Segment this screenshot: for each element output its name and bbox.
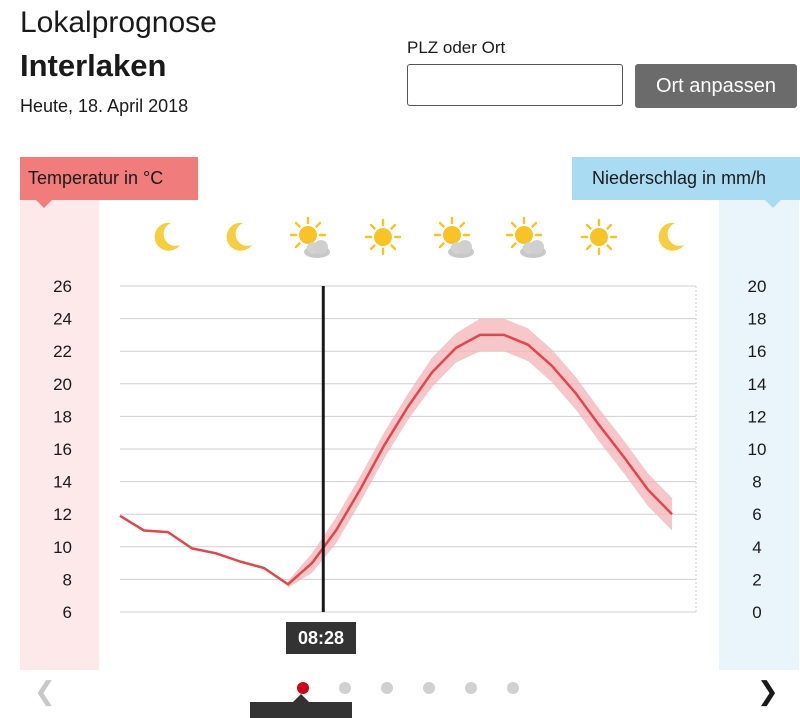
- location-name: Interlaken: [20, 48, 167, 83]
- temperature-axis-label: Temperatur in °C: [20, 157, 198, 200]
- time-tick-label: 06:00: [243, 628, 286, 630]
- temperature-tick-label: 12: [53, 505, 72, 524]
- temperature-tick-label: 14: [53, 473, 72, 492]
- precipitation-tick-label: 18: [748, 310, 767, 329]
- forecast-date: Heute, 18. April 2018: [20, 96, 189, 116]
- precipitation-tick-label: 12: [748, 407, 767, 426]
- pagination-dot[interactable]: [381, 682, 393, 694]
- moon-icon: [658, 222, 684, 251]
- time-tick-label: 12:00: [387, 628, 430, 630]
- current-time-marker[interactable]: 08:28: [286, 622, 356, 654]
- temperature-line: [119, 333, 673, 586]
- temperature-tick-label: 24: [53, 310, 72, 329]
- moon-icon: [226, 222, 252, 251]
- temperature-tick-label: 18: [53, 407, 72, 426]
- precipitation-tick-label: 4: [752, 538, 761, 557]
- temperature-tag-pointer: [36, 200, 52, 208]
- precipitation-tick-label: 6: [752, 505, 761, 524]
- sun-icon: [364, 218, 402, 256]
- time-tick-label: 00:00: [99, 628, 142, 630]
- sun-icon: [580, 218, 618, 256]
- sun-cloud-icon: [433, 216, 474, 258]
- location-search-input[interactable]: [407, 64, 623, 106]
- previous-arrow-icon[interactable]: ❮: [34, 676, 56, 706]
- precipitation-axis-label: Niederschlag in mm/h: [572, 157, 800, 200]
- moon-icon: [154, 222, 180, 251]
- sun-cloud-icon: [505, 216, 546, 258]
- precipitation-tick-label: 0: [752, 603, 761, 622]
- sun-cloud-icon: [289, 216, 330, 258]
- pagination-dot[interactable]: [297, 682, 309, 694]
- next-arrow-icon[interactable]: ❯: [757, 676, 779, 706]
- precipitation-tick-label: 2: [752, 570, 761, 589]
- precipitation-tick-label: 16: [748, 342, 767, 361]
- pagination-dot[interactable]: [465, 682, 477, 694]
- precipitation-axis-panel: [719, 200, 799, 670]
- temperature-axis-panel: [20, 200, 99, 670]
- time-tick-label: 18:00: [531, 628, 574, 630]
- precipitation-tick-label: 8: [752, 473, 761, 492]
- temperature-tick-label: 16: [53, 440, 72, 459]
- page-title: Lokalprognose: [20, 6, 217, 39]
- pagination-dot[interactable]: [339, 682, 351, 694]
- bottom-tab[interactable]: [250, 702, 352, 718]
- pagination-dot[interactable]: [507, 682, 519, 694]
- temperature-tick-label: 8: [63, 570, 72, 589]
- temperature-tick-label: 20: [53, 375, 72, 394]
- bottom-tab-pointer: [292, 694, 310, 703]
- temperature-tick-label: 22: [53, 342, 72, 361]
- precipitation-tick-label: 20: [748, 277, 767, 296]
- precipitation-tag-pointer: [765, 200, 781, 208]
- temperature-tick-label: 6: [63, 603, 72, 622]
- temperature-tick-label: 10: [53, 538, 72, 557]
- pagination-dot[interactable]: [423, 682, 435, 694]
- search-label: PLZ oder Ort: [407, 38, 506, 57]
- temperature-uncertainty-band: [288, 318, 672, 588]
- precipitation-tick-label: 10: [748, 440, 767, 459]
- temperature-tick-label: 26: [53, 277, 72, 296]
- change-location-button[interactable]: Ort anpassen: [635, 64, 797, 108]
- precipitation-tick-label: 14: [748, 375, 767, 394]
